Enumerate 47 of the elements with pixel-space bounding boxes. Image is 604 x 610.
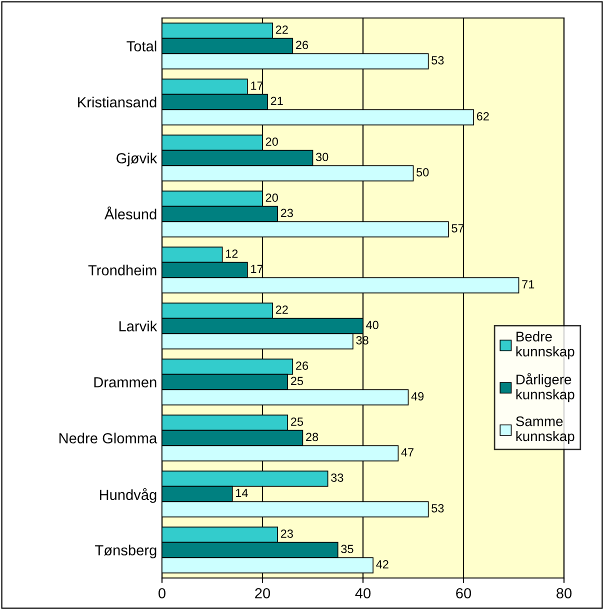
y-tick-label: Drammen <box>94 377 156 388</box>
x-tick-label: 60 <box>456 588 472 598</box>
data-label: 33 <box>331 474 344 482</box>
data-label: 42 <box>376 560 388 568</box>
data-label: 20 <box>266 194 278 202</box>
data-label: 35 <box>341 544 354 554</box>
data-label: 25 <box>290 376 304 386</box>
y-tick-label: Ålesund <box>104 206 156 220</box>
data-label: 20 <box>266 138 278 146</box>
data-label: 25 <box>290 418 304 426</box>
y-tick-label: Gjøvik <box>116 152 158 166</box>
y-tick-label: Total <box>126 40 156 52</box>
x-tick-label: 40 <box>355 588 371 598</box>
data-label: 30 <box>316 152 328 162</box>
data-label: 49 <box>411 392 424 400</box>
data-label: 17 <box>251 264 263 274</box>
data-label: 57 <box>452 224 464 232</box>
x-tick-label: 0 <box>158 588 166 598</box>
data-label: 21 <box>270 96 283 106</box>
y-tick-label: Tønsberg <box>95 544 156 558</box>
y-tick-label: Kristiansand <box>78 96 156 108</box>
data-label: 28 <box>306 432 318 442</box>
data-label: 26 <box>296 40 308 50</box>
legend-label: Dårligere kunnskap <box>516 373 574 402</box>
data-label: 40 <box>366 320 378 330</box>
data-label: 17 <box>251 82 263 90</box>
data-label: 53 <box>432 56 444 64</box>
x-tick-label: 80 <box>556 588 572 598</box>
data-label: 23 <box>280 208 293 218</box>
data-label: 14 <box>236 488 248 498</box>
y-tick-label: Larvik <box>119 320 158 332</box>
y-tick-label: Hundvåg <box>100 488 156 503</box>
data-label: 26 <box>296 362 308 370</box>
data-label: 71 <box>522 280 534 288</box>
data-label: 50 <box>416 168 429 176</box>
data-label: 22 <box>276 26 288 34</box>
data-label: 47 <box>401 448 414 456</box>
data-label: 12 <box>226 250 238 258</box>
legend-label: Bedre kunnskap <box>516 331 574 360</box>
y-tick-label: Trondheim <box>88 264 156 276</box>
data-label: 62 <box>476 112 489 120</box>
y-tick-label: Nedre Glomma <box>59 432 158 444</box>
x-tick-label: 20 <box>255 588 270 598</box>
data-label: 22 <box>276 306 288 314</box>
data-label: 53 <box>432 504 444 512</box>
data-label: 23 <box>280 530 293 538</box>
legend-label: Samme kunnskap <box>516 416 574 444</box>
